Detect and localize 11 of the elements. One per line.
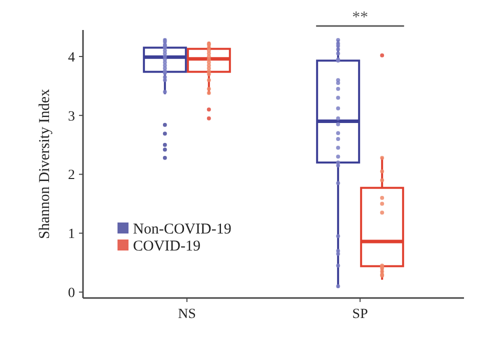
text: ** [352, 9, 368, 26]
y-tick-label: 4 [68, 50, 75, 66]
y-tick-label: 1 [68, 227, 75, 242]
y-tick-label: 3 [68, 109, 75, 124]
legend-label: COVID-19 [133, 238, 200, 254]
x-tick-label: NS [178, 307, 196, 322]
y-axis-title: Shannon Diversity Index [37, 88, 53, 239]
y-tick-label: 0 [68, 286, 75, 302]
legend-label: Non-COVID-19 [133, 221, 232, 238]
y-tick-label: 2 [68, 168, 75, 184]
x-tick-label: SP [352, 307, 368, 322]
